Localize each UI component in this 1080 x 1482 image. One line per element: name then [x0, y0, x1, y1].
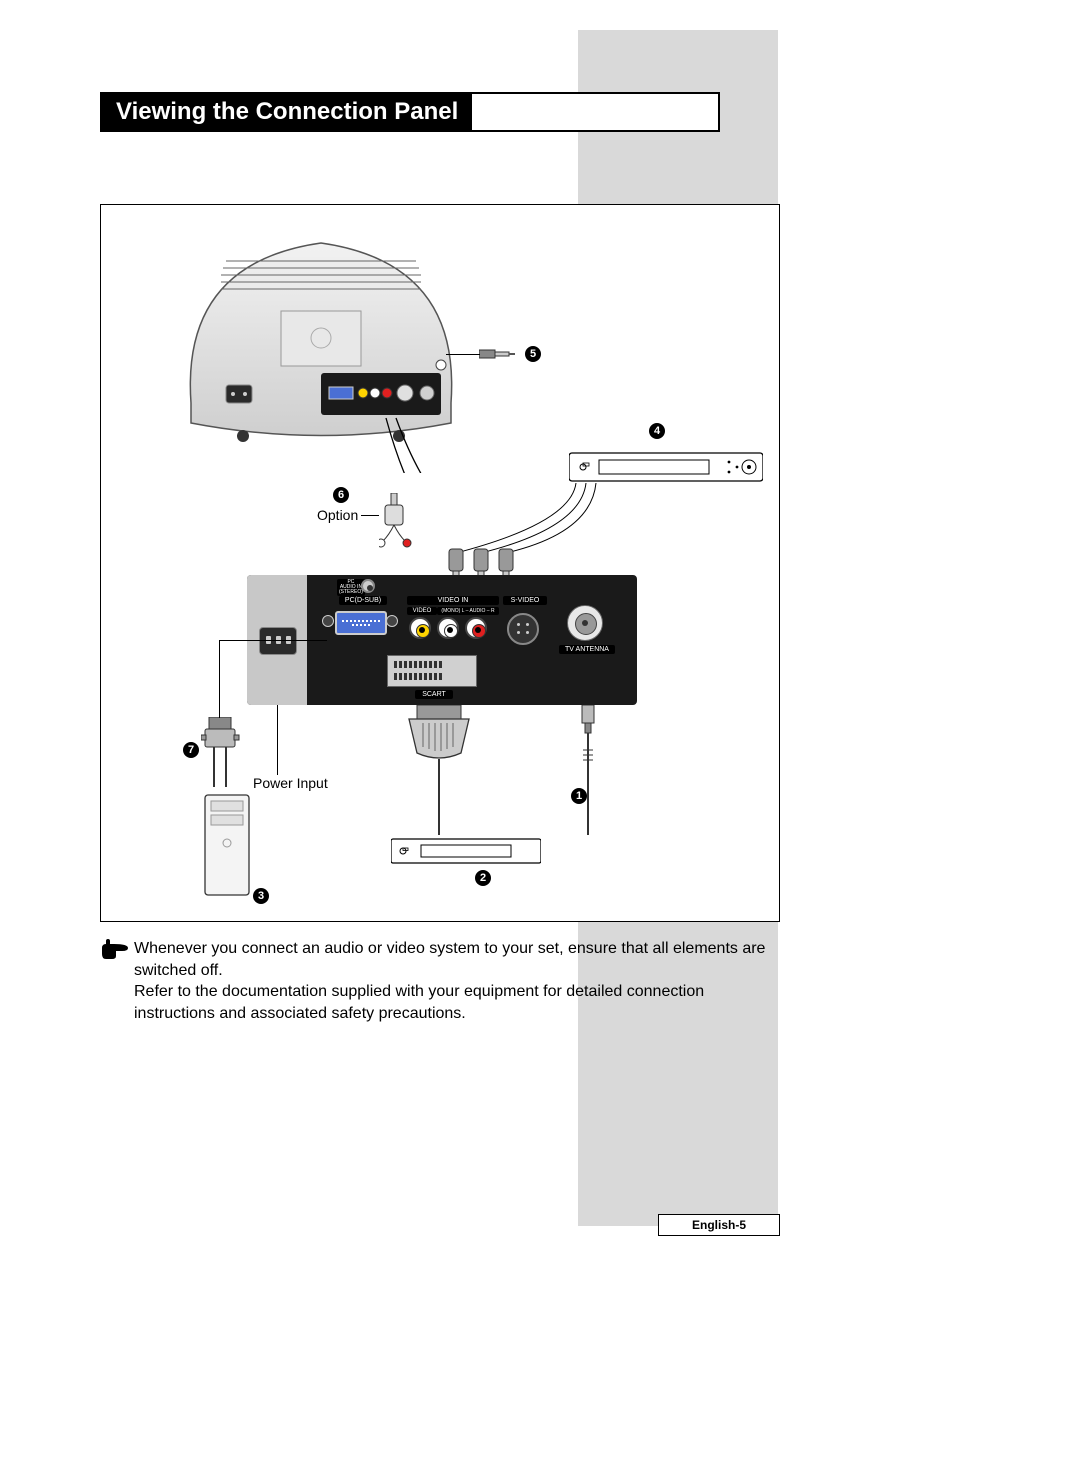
audio-adapter-icon	[379, 493, 419, 551]
port-pc-audio	[361, 579, 375, 593]
callout-1: 1	[571, 788, 587, 804]
label-option: Option	[317, 507, 358, 523]
vga-screw-right	[386, 615, 398, 627]
label-power-input: Power Input	[253, 775, 328, 791]
leader-line	[219, 640, 220, 718]
diagram-frame: 5 4	[100, 204, 780, 922]
port-scart	[387, 655, 477, 687]
antenna-cable	[573, 705, 603, 835]
port-label-svideo: S-VIDEO	[503, 596, 547, 605]
leader-line	[446, 354, 480, 355]
port-svideo	[507, 613, 539, 645]
port-label-video-in: VIDEO IN	[407, 596, 499, 605]
callout-2: 2	[475, 870, 491, 886]
callout-4: 4	[649, 423, 665, 439]
page-title: Viewing the Connection Panel	[102, 94, 472, 130]
external-device-top	[569, 449, 763, 485]
port-label-audio: (MONO) L – AUDIO – R	[437, 607, 499, 615]
external-device-bottom	[391, 837, 541, 867]
callout-7: 7	[183, 742, 199, 758]
page-number: English-5	[658, 1214, 780, 1236]
port-label-video: VIDEO	[407, 607, 437, 615]
monitor-rear-illustration	[171, 223, 471, 473]
note-text: Whenever you connect an audio or video s…	[134, 938, 780, 1024]
headphone-plug-icon	[479, 345, 519, 363]
leader-line	[277, 705, 278, 775]
port-antenna	[567, 605, 603, 641]
pc-tower-icon	[203, 793, 251, 897]
leader-line	[219, 640, 327, 641]
callout-3: 3	[253, 888, 269, 904]
port-label-dsub: PC(D-SUB)	[339, 596, 387, 605]
port-power	[259, 627, 297, 655]
scart-plug	[399, 705, 479, 845]
callout-5: 5	[525, 346, 541, 362]
callout-6: 6	[333, 487, 349, 503]
port-rca-audio-l	[437, 617, 459, 639]
vga-screw-left	[322, 615, 334, 627]
note-block: Whenever you connect an audio or video s…	[100, 938, 780, 1024]
vga-cable-plug	[201, 717, 241, 787]
port-label-scart: SCART	[415, 690, 453, 699]
port-rca-audio-r	[465, 617, 487, 639]
title-bar: Viewing the Connection Panel	[100, 92, 720, 132]
pointing-hand-icon	[100, 938, 130, 965]
port-rca-video	[409, 617, 431, 639]
port-vga	[335, 611, 387, 635]
leader-line	[361, 515, 379, 516]
port-label-antenna: TV ANTENNA	[559, 645, 615, 654]
